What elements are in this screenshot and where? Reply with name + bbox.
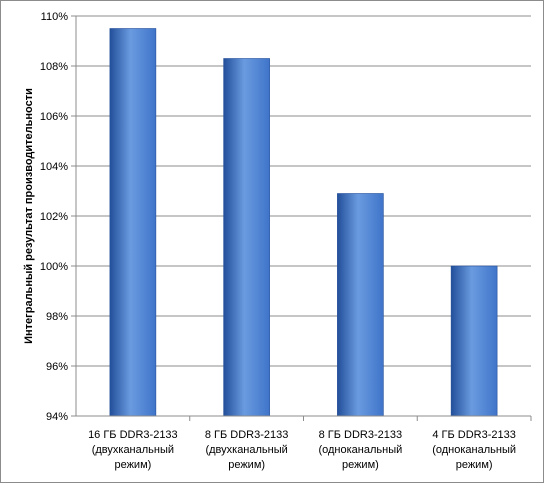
bar <box>337 193 384 417</box>
axes <box>75 16 532 421</box>
y-tick-label: 94% <box>46 411 68 423</box>
x-category-labels: 16 ГБ DDR3-2133 (двухканальный режим) 8 ГБ … <box>88 429 516 471</box>
y-tick-label: 110% <box>41 11 69 23</box>
bar <box>223 58 270 417</box>
y-tick-labels: 94% 96% 98% 100% 102% 104% 106% 108% 110% <box>40 11 68 423</box>
x-category-label: 16 ГБ DDR3-2133 (двухканальный режим) <box>88 429 178 471</box>
y-axis-title: Интегральный результат производительност… <box>23 88 35 344</box>
y-tick-label: 96% <box>46 361 68 373</box>
y-tick-label: 106% <box>40 111 68 123</box>
y-tick-label: 102% <box>40 211 68 223</box>
bar <box>450 265 498 417</box>
bars <box>109 28 498 417</box>
x-category-label: 8 ГБ DDR3-2133 (двухканальный режим) <box>205 429 289 471</box>
x-category-label: 4 ГБ DDR3-2133 (одноканальный режим) <box>432 429 516 471</box>
y-tick-label: 104% <box>40 161 68 173</box>
y-tick-label: 98% <box>46 311 68 323</box>
bar <box>109 28 157 417</box>
x-category-label: 8 ГБ DDR3-2133 (одноканальный режим) <box>318 429 402 471</box>
y-tick-label: 108% <box>40 61 68 73</box>
y-tick-label: 100% <box>40 261 68 273</box>
